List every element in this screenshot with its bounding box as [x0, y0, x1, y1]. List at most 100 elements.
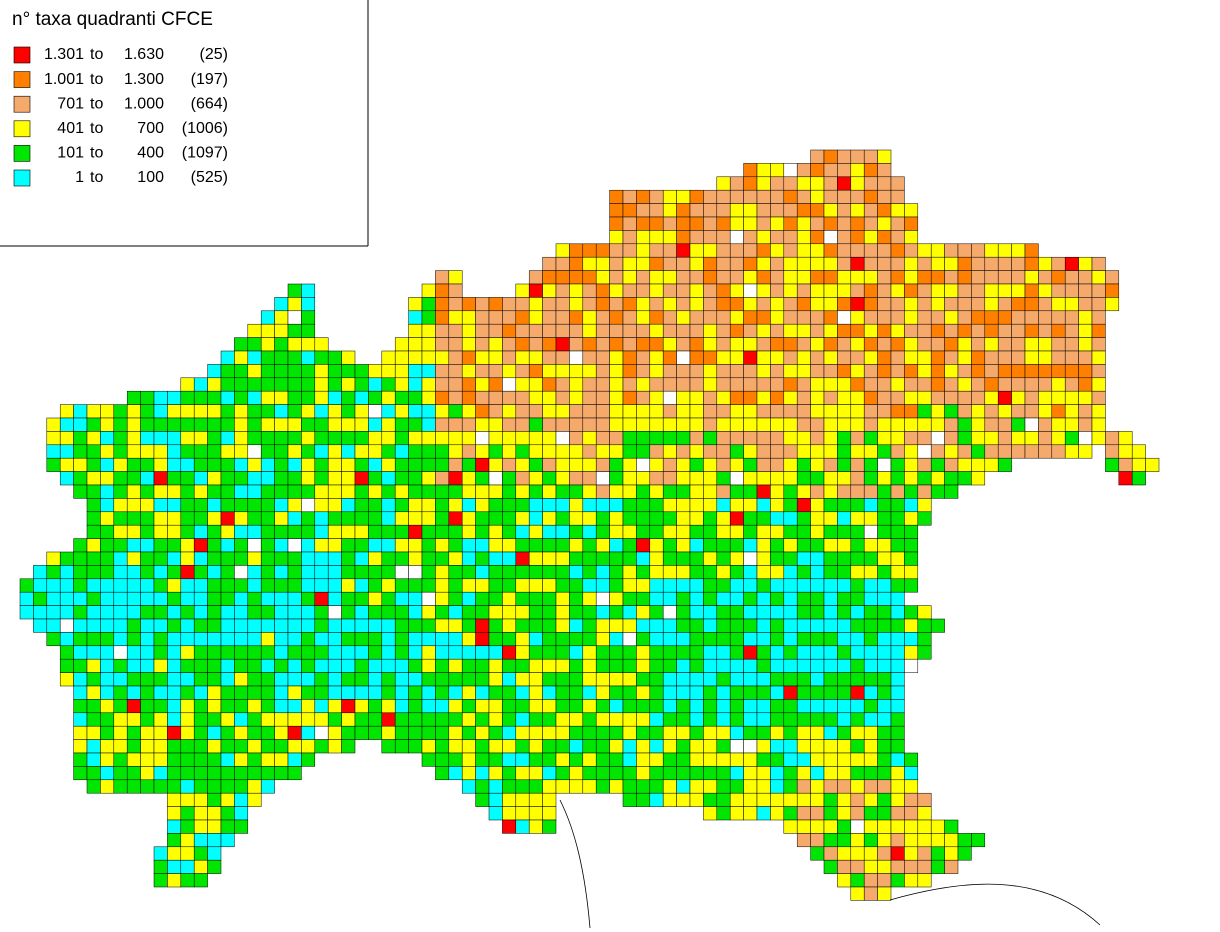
grid-cell	[234, 364, 249, 379]
grid-cell	[461, 498, 476, 513]
grid-cell	[823, 498, 838, 513]
grid-cell	[287, 645, 302, 660]
grid-cell	[676, 524, 691, 539]
grid-cell	[234, 806, 249, 821]
grid-cell	[729, 484, 744, 499]
grid-cell	[863, 149, 878, 164]
grid-cell	[863, 752, 878, 767]
grid-cell	[220, 511, 235, 526]
legend-to: 1.300	[124, 71, 164, 88]
grid-cell	[729, 283, 744, 298]
grid-cell	[716, 591, 731, 606]
legend-swatch	[13, 95, 31, 113]
grid-cell	[649, 524, 664, 539]
grid-cell	[649, 444, 664, 459]
grid-cell	[810, 471, 825, 486]
grid-cell	[689, 283, 704, 298]
grid-cell	[274, 618, 289, 633]
grid-cell	[234, 658, 249, 673]
grid-cell	[770, 766, 785, 781]
legend-swatch	[13, 120, 31, 138]
grid-cell	[716, 323, 731, 338]
grid-cell	[502, 484, 517, 499]
grid-cell	[622, 578, 637, 593]
grid-cell	[180, 873, 195, 888]
grid-cell	[207, 591, 222, 606]
grid-cell	[327, 712, 342, 727]
grid-cell	[475, 364, 490, 379]
grid-cell	[823, 551, 838, 566]
grid-cell	[354, 712, 369, 727]
grid-cell	[1091, 390, 1106, 405]
grid-cell	[341, 498, 356, 513]
grid-cell	[783, 270, 798, 285]
grid-cell	[86, 578, 101, 593]
grid-cell	[582, 297, 597, 312]
grid-cell	[33, 591, 48, 606]
grid-cell	[636, 390, 651, 405]
grid-cell	[823, 364, 838, 379]
legend-from: 701	[57, 95, 84, 112]
grid-cell	[1105, 457, 1120, 472]
grid-cell	[73, 444, 88, 459]
grid-cell	[595, 310, 610, 325]
grid-cell	[997, 297, 1012, 312]
grid-cell	[796, 390, 811, 405]
grid-cell	[381, 739, 396, 754]
grid-cell	[823, 297, 838, 312]
grid-cell	[837, 645, 852, 660]
grid-cell	[113, 444, 128, 459]
grid-cell	[729, 270, 744, 285]
grid-cell	[515, 712, 530, 727]
grid-cell	[488, 350, 503, 365]
grid-cell	[783, 163, 798, 178]
grid-cell	[448, 511, 463, 526]
grid-cell	[193, 739, 208, 754]
grid-cell	[475, 511, 490, 526]
grid-cell	[314, 565, 329, 580]
grid-cell	[542, 310, 557, 325]
grid-cell	[569, 699, 584, 714]
grid-cell	[59, 551, 74, 566]
grid-cell	[435, 323, 450, 338]
grid-cell	[1118, 431, 1133, 446]
grid-cell	[354, 444, 369, 459]
grid-cell	[46, 417, 61, 432]
grid-cell	[810, 578, 825, 593]
grid-cell	[716, 672, 731, 687]
grid-cell	[676, 766, 691, 781]
grid-cell	[475, 524, 490, 539]
grid-cell	[649, 297, 664, 312]
grid-cell	[890, 404, 905, 419]
grid-cell	[234, 819, 249, 834]
grid-cell	[113, 431, 128, 446]
grid-cell	[126, 605, 141, 620]
grid-cell	[126, 699, 141, 714]
grid-cell	[408, 618, 423, 633]
grid-cell	[944, 283, 959, 298]
grid-cell	[314, 524, 329, 539]
grid-cell	[381, 672, 396, 687]
grid-cell	[743, 203, 758, 218]
grid-cell	[542, 766, 557, 781]
grid-cell	[287, 283, 302, 298]
grid-cell	[461, 484, 476, 499]
grid-cell	[301, 511, 316, 526]
grid-cell	[917, 243, 932, 258]
grid-cell	[810, 203, 825, 218]
grid-cell	[837, 350, 852, 365]
grid-cell	[609, 310, 624, 325]
legend-count: (1097)	[182, 145, 228, 162]
grid-cell	[837, 766, 852, 781]
grid-cell	[689, 404, 704, 419]
grid-cell	[1051, 323, 1066, 338]
grid-cell	[636, 752, 651, 767]
grid-cell	[502, 632, 517, 647]
grid-cell	[542, 337, 557, 352]
grid-cell	[689, 243, 704, 258]
grid-cell	[180, 712, 195, 727]
grid-cell	[59, 417, 74, 432]
grid-cell	[167, 538, 182, 553]
grid-cell	[193, 524, 208, 539]
grid-cell	[488, 310, 503, 325]
